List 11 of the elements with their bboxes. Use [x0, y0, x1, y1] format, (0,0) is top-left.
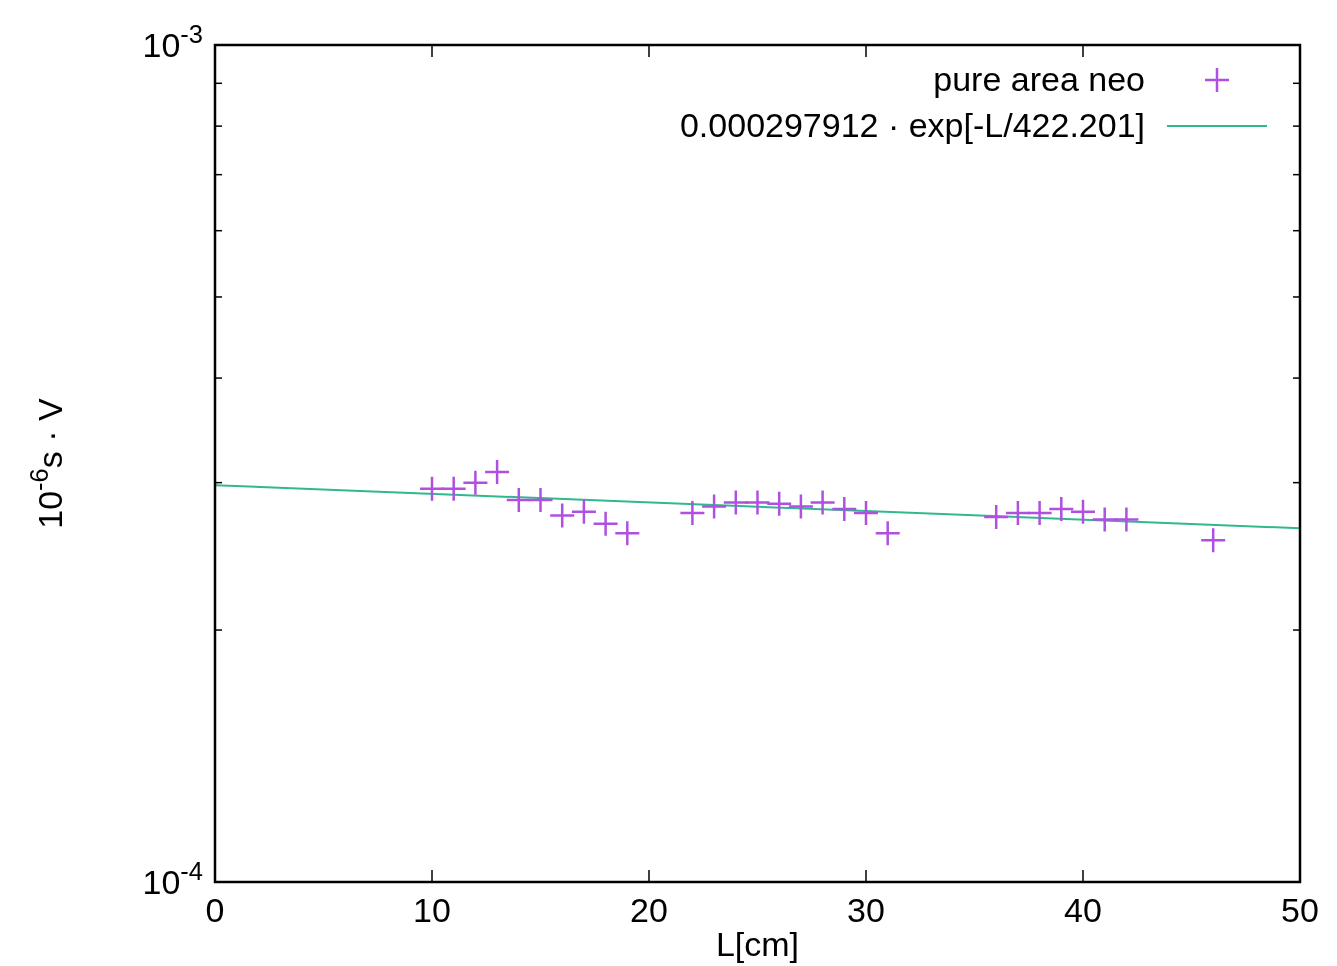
x-tick-label: 20	[630, 891, 668, 929]
legend-label: pure area neo	[933, 60, 1145, 98]
legend-label: 0.000297912 · exp[-L/422.201]	[679, 106, 1145, 144]
x-tick-label: 30	[847, 891, 885, 929]
x-tick-label: 10	[413, 891, 451, 929]
x-tick-label: 0	[205, 891, 225, 929]
y-tick-label: 10$^{-4}$	[142, 857, 203, 901]
x-axis-title: L[cm]	[715, 925, 800, 963]
y-tick-label: 10$^{-3}$	[142, 20, 203, 64]
x-tick-label: 40	[1064, 891, 1102, 929]
x-tick-label: 50	[1281, 891, 1319, 929]
